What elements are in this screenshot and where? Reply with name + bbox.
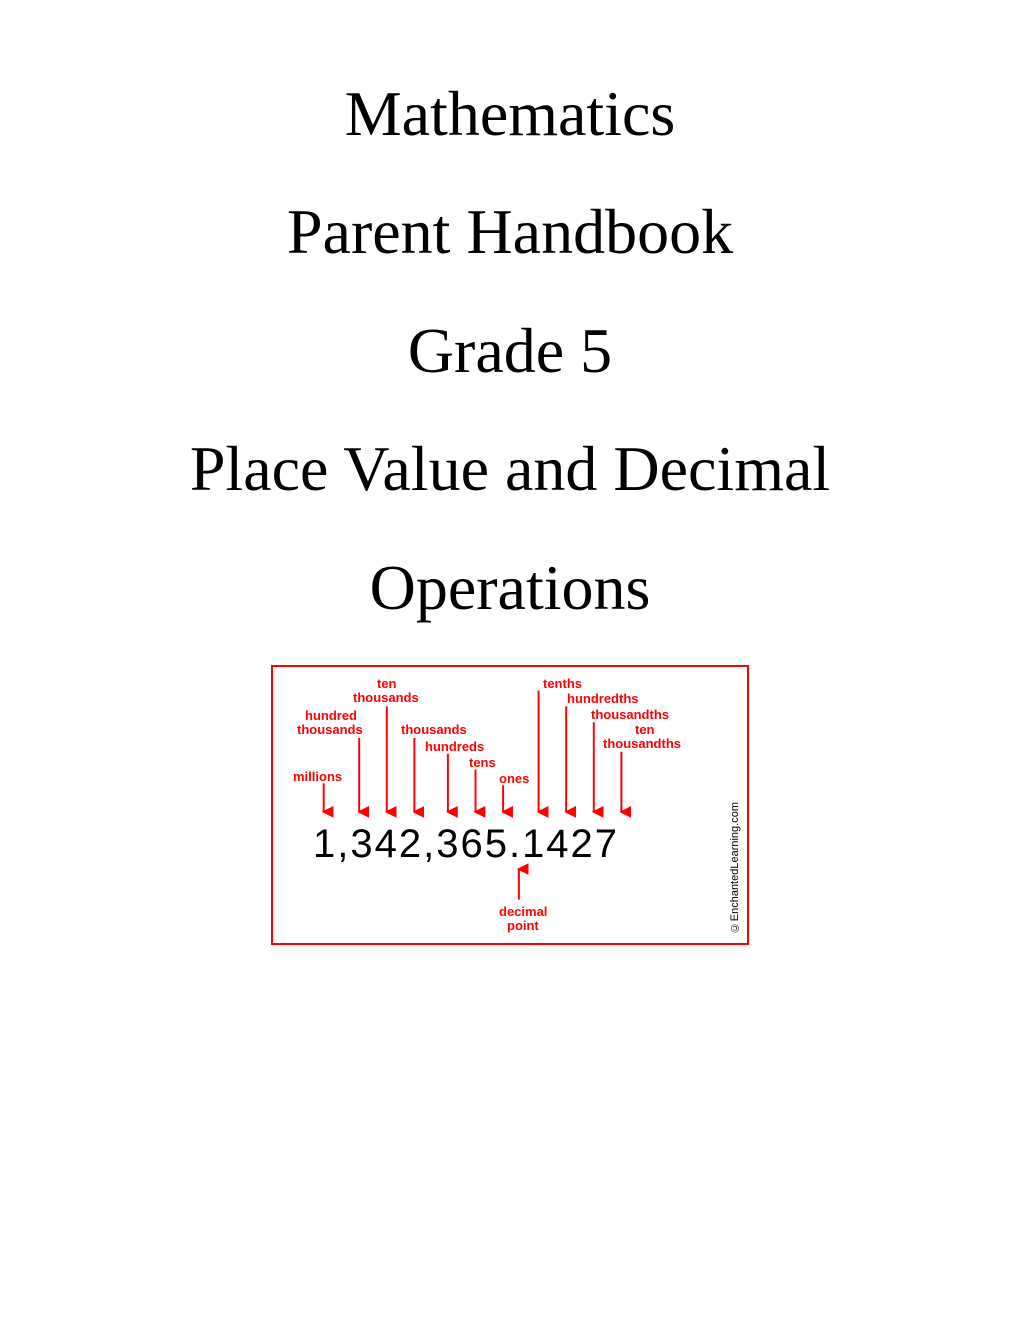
- label-tens: tens: [469, 756, 496, 770]
- label-hundreds: hundreds: [425, 740, 484, 754]
- diagram-box: 1,342,365.1427 millions hundred thousand…: [271, 665, 749, 945]
- label-millions: millions: [293, 770, 342, 784]
- title-line-5: Operations: [0, 529, 1020, 647]
- label-ones: ones: [499, 772, 529, 786]
- title-line-4: Place Value and Decimal: [0, 410, 1020, 528]
- diagram-number: 1,342,365.1427: [313, 822, 619, 867]
- place-value-diagram: 1,342,365.1427 millions hundred thousand…: [271, 665, 749, 945]
- title-line-1: Mathematics: [0, 55, 1020, 173]
- label-tenths: tenths: [543, 677, 582, 691]
- diagram-credit: ©EnchantedLearning.com: [729, 802, 741, 933]
- title-line-2: Parent Handbook: [0, 173, 1020, 291]
- label-thousandths: thousandths: [591, 708, 669, 722]
- label-thousands: thousands: [401, 723, 467, 737]
- title-line-3: Grade 5: [0, 292, 1020, 410]
- title-block: Mathematics Parent Handbook Grade 5 Plac…: [0, 0, 1020, 647]
- label-ten-thousandths-l2: thousandths: [603, 737, 681, 751]
- label-hundredths: hundredths: [567, 692, 639, 706]
- label-hundred-thousands-l2: thousands: [297, 723, 363, 737]
- label-ten-thousands-l2: thousands: [353, 691, 419, 705]
- label-decimal-l2: point: [507, 919, 539, 933]
